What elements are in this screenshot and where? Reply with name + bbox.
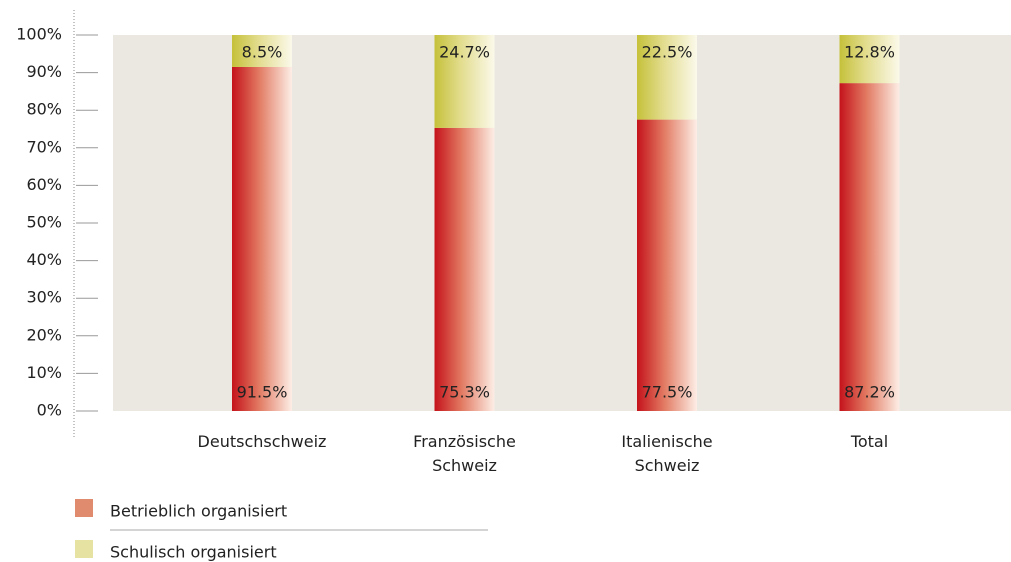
y-tick-label: 70% [26, 137, 62, 156]
value-label: 77.5% [642, 383, 693, 402]
bar-segment [434, 127, 495, 411]
x-tick-label: Französische Schweiz [413, 432, 516, 475]
value-label: 12.8% [844, 43, 895, 62]
y-tick-label: 10% [26, 363, 62, 382]
bar-segment [232, 35, 292, 67]
y-tick-label: 100% [16, 25, 62, 44]
legend-swatch [75, 499, 93, 517]
bar-segment [232, 66, 292, 412]
y-tick-label: 30% [26, 288, 62, 307]
x-tick-label: Italienische Schweiz [621, 432, 713, 475]
legend-label: Schulisch organisiert [110, 543, 277, 562]
x-tick-label: Deutschschweiz [197, 432, 327, 451]
y-tick-label: 50% [26, 213, 62, 232]
y-tick-label: 60% [26, 175, 62, 194]
value-label: 75.3% [439, 383, 490, 402]
y-tick-label: 20% [26, 325, 62, 344]
legend-label: Betrieblich organisiert [110, 502, 287, 521]
value-label: 87.2% [844, 383, 895, 402]
bar-segment [637, 35, 697, 120]
bar-segment [434, 35, 495, 128]
value-label: 8.5% [242, 43, 283, 62]
y-tick-label: 40% [26, 250, 62, 269]
value-label: 24.7% [439, 43, 490, 62]
value-label: 91.5% [237, 383, 288, 402]
x-tick-label: Total [850, 432, 889, 451]
y-tick-label: 0% [37, 401, 62, 420]
bar-segment [839, 83, 900, 412]
y-tick-label: 90% [26, 62, 62, 81]
bar-segment [637, 119, 697, 411]
y-tick-label: 80% [26, 100, 62, 119]
bar-segment [839, 35, 900, 84]
value-label: 22.5% [642, 43, 693, 62]
legend-swatch [75, 540, 93, 558]
